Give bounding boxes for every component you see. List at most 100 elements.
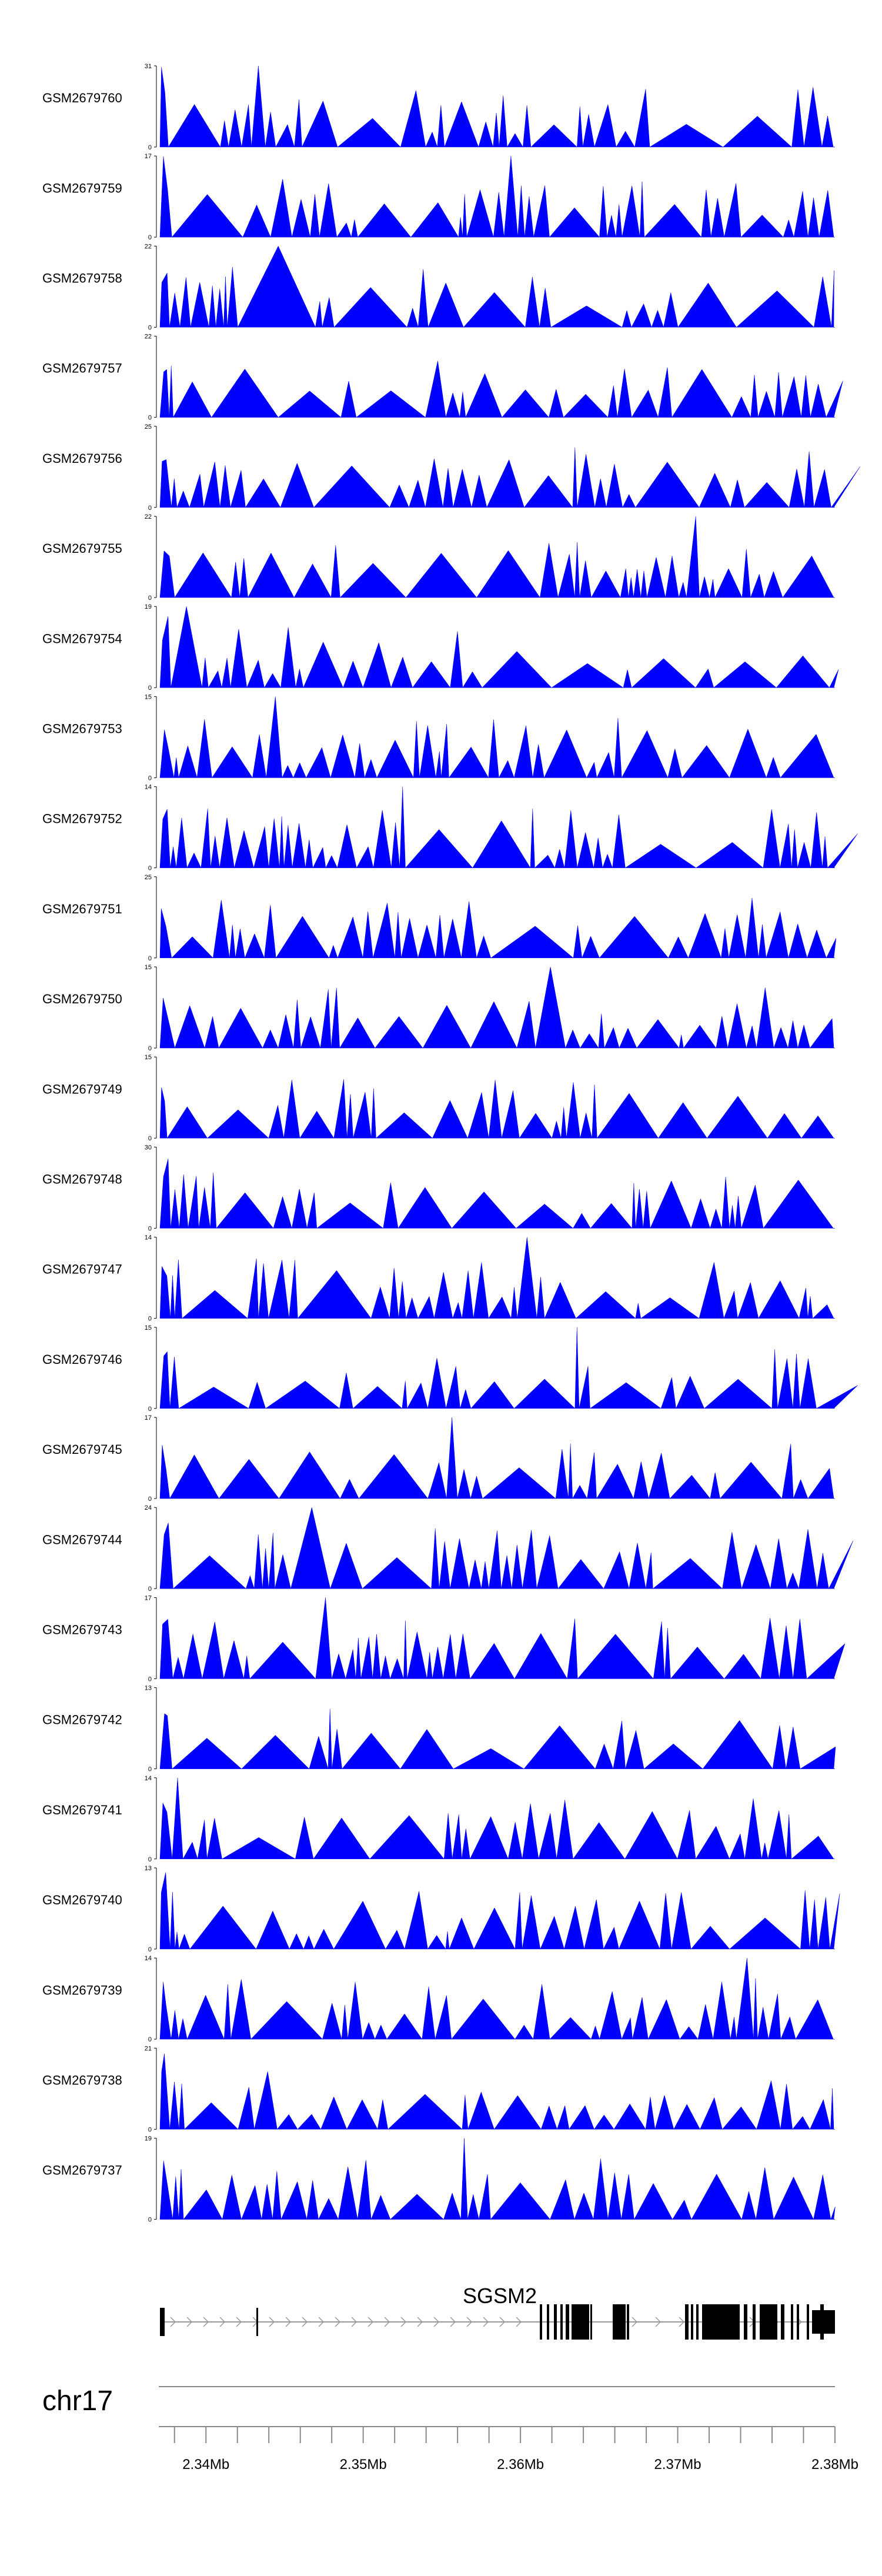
y-max-label: 17 (145, 1414, 152, 1422)
coverage-area (159, 1079, 835, 1139)
coverage-track: GSM2679740 13 0 (42, 1865, 840, 1953)
track-label: GSM2679760 (42, 91, 122, 105)
y-max-label: 15 (145, 1324, 152, 1332)
y-max-label: 25 (145, 423, 152, 431)
coverage-track: GSM2679749 15 0 (42, 1054, 835, 1142)
gene-exon (547, 2304, 549, 2340)
coverage-area (159, 1507, 853, 1590)
strand-arrow (302, 2317, 308, 2327)
track-label: GSM2679754 (42, 631, 122, 646)
gene-exon (160, 2308, 165, 2336)
axis-tick-label: 2.35Mb (340, 2457, 387, 2472)
track-label: GSM2679746 (42, 1352, 122, 1367)
coverage-track: GSM2679752 14 0 (42, 784, 858, 872)
y-max-label: 19 (145, 2135, 152, 2143)
strand-arrow (285, 2317, 292, 2327)
coverage-area (159, 1958, 835, 2040)
gene-exon (797, 2304, 799, 2340)
coverage-track: GSM2679751 25 0 (42, 874, 837, 962)
gene-exon (753, 2304, 756, 2340)
y-max-label: 15 (145, 1054, 152, 1061)
gene-exon (744, 2304, 747, 2340)
strand-arrow (335, 2317, 341, 2327)
axis-tick-label: 2.36Mb (497, 2457, 544, 2472)
y-max-label: 22 (145, 243, 152, 250)
y-min-label: 0 (148, 865, 152, 872)
gene-exon (256, 2308, 258, 2336)
gene-exon (760, 2304, 777, 2340)
coverage-track: GSM2679754 19 0 (42, 603, 839, 692)
gene-exon (554, 2304, 557, 2340)
gene-exon (566, 2304, 569, 2340)
coverage-area (159, 966, 835, 1049)
gene-exon (691, 2304, 693, 2340)
y-max-label: 24 (145, 1504, 152, 1511)
y-max-label: 17 (145, 1594, 152, 1601)
strand-arrow (417, 2317, 423, 2327)
axis-ticks: 2.34Mb 2.35Mb 2.36Mb 2.37Mb 2.38Mb (159, 2426, 858, 2472)
coverage-area (159, 2138, 836, 2220)
coverage-area (159, 1159, 835, 1229)
gene-exon (560, 2304, 563, 2340)
track-label: GSM2679753 (42, 722, 122, 736)
gene-exon (696, 2304, 699, 2340)
y-min-label: 0 (148, 775, 152, 782)
coverage-track: GSM2679753 15 0 (42, 693, 835, 782)
gene-exon (540, 2304, 542, 2340)
coverage-track: GSM2679741 14 0 (42, 1775, 835, 1863)
strand-arrow (351, 2317, 358, 2327)
strand-arrow (516, 2317, 522, 2327)
gene-exon (590, 2304, 592, 2340)
y-max-label: 15 (145, 693, 152, 700)
axis-tick-label: 2.34Mb (182, 2457, 229, 2472)
y-min-label: 0 (148, 1676, 152, 1683)
gene-exon (627, 2304, 629, 2340)
coverage-area (159, 1417, 835, 1499)
y-min-label: 0 (148, 1045, 152, 1052)
y-max-label: 13 (145, 1685, 152, 1692)
track-label: GSM2679751 (42, 902, 122, 916)
track-label: GSM2679740 (42, 1893, 122, 1907)
coverage-area (159, 2053, 835, 2130)
track-label: GSM2679741 (42, 1803, 122, 1817)
track-label: GSM2679752 (42, 812, 122, 826)
y-min-label: 0 (148, 1946, 152, 1953)
coverage-track: GSM2679756 25 0 (42, 423, 860, 512)
y-min-label: 0 (148, 1766, 152, 1773)
coverage-area (159, 1777, 835, 1860)
chromosome-label: chr17 (42, 2385, 113, 2417)
strand-arrow (203, 2317, 209, 2327)
coverage-track: GSM2679758 22 0 (42, 243, 835, 331)
axis-tick-label: 2.38Mb (811, 2457, 858, 2472)
coverage-track: GSM2679738 21 0 (42, 2045, 835, 2133)
coverage-area (159, 1237, 835, 1319)
strand-arrow (466, 2317, 473, 2327)
track-label: GSM2679759 (42, 181, 122, 195)
gene-model (160, 2304, 835, 2340)
gene-exon (807, 2304, 809, 2340)
coverage-area (159, 516, 835, 598)
strand-arrow (655, 2317, 662, 2327)
y-min-label: 0 (148, 955, 152, 962)
strand-arrow (269, 2317, 275, 2327)
y-max-label: 21 (145, 2045, 152, 2052)
track-label: GSM2679758 (42, 271, 122, 286)
strand-arrow (170, 2317, 176, 2327)
y-max-label: 19 (145, 603, 152, 610)
genome-axis: chr17 2.34Mb 2.35Mb 2.36Mb 2.37Mb 2.38Mb (42, 2385, 858, 2472)
track-label: GSM2679750 (42, 992, 122, 1006)
y-min-label: 0 (148, 685, 152, 692)
track-label: GSM2679738 (42, 2073, 122, 2088)
track-label: GSM2679743 (42, 1623, 122, 1637)
coverage-area (159, 786, 858, 869)
y-min-label: 0 (148, 595, 152, 602)
coverage-area (159, 1709, 836, 1770)
coverage-area (159, 65, 835, 148)
coverage-track: GSM2679755 22 0 (42, 513, 835, 602)
y-min-label: 0 (148, 1135, 152, 1142)
coverage-area (159, 897, 837, 959)
strand-arrow (483, 2317, 489, 2327)
y-min-label: 0 (148, 1406, 152, 1413)
track-label: GSM2679737 (42, 2163, 122, 2178)
y-min-label: 0 (148, 1316, 152, 1323)
